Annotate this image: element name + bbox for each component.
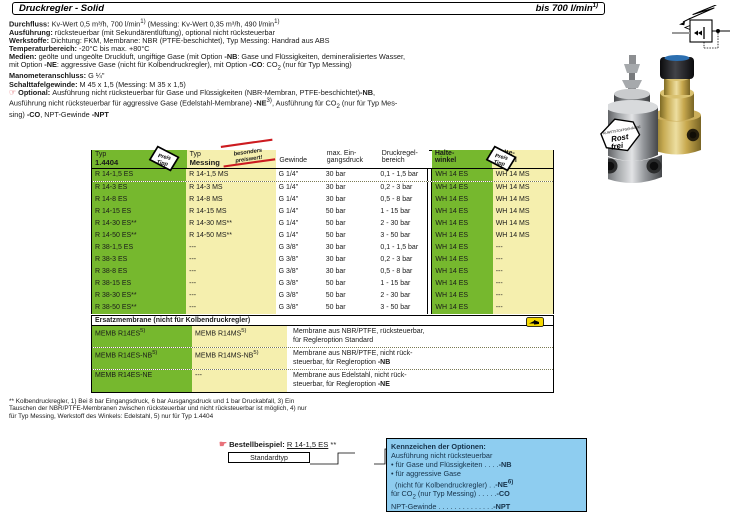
svg-text:Tipp: Tipp: [493, 160, 506, 168]
svg-text:Tipp: Tipp: [156, 160, 169, 168]
